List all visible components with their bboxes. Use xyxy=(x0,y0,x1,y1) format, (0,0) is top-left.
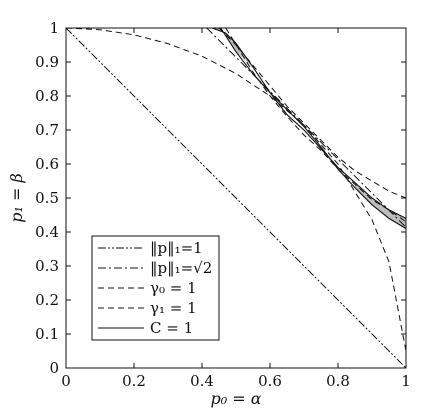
y-tick-label-0: 0 xyxy=(49,359,59,377)
y-tick-label-4: 0.4 xyxy=(35,223,59,241)
x-tick-label-0: 0 xyxy=(61,372,71,390)
legend-label-4: C = 1 xyxy=(150,319,193,337)
extra-curve-0 xyxy=(225,27,407,223)
y-tick-label-1: 0.1 xyxy=(35,325,59,343)
tick-labels: 0 0.2 0.4 0.6 0.8 1 0 0.1 0.2 0.3 0.4 0.5 0.6 0.7 0.8 0… xyxy=(35,19,411,390)
x-tick-label-5: 1 xyxy=(401,372,411,390)
series-line-3 xyxy=(218,27,407,199)
y-tick-label-5: 0.5 xyxy=(35,189,59,207)
legend-items: ‖p‖₁=1 ‖p‖₁=√2 γ₀ = 1 γ₁ = 1 C = 1 xyxy=(98,239,212,337)
series-line-0 xyxy=(65,27,407,369)
legend-label-1: ‖p‖₁=√2 xyxy=(150,259,212,277)
x-tick-label-3: 0.6 xyxy=(258,372,282,390)
legend-label-2: γ₀ = 1 xyxy=(150,279,197,297)
y-axis-label: p₁ = β xyxy=(7,173,26,222)
y-tick-label-8: 0.8 xyxy=(35,87,59,105)
series-line-2 xyxy=(65,27,407,352)
y-tick-label-9: 0.9 xyxy=(35,53,59,71)
legend-label-0: ‖p‖₁=1 xyxy=(150,239,203,257)
y-tick-label-7: 0.7 xyxy=(35,121,59,139)
legend: ‖p‖₁=1 ‖p‖₁=√2 γ₀ = 1 γ₁ = 1 C = 1 xyxy=(91,235,220,341)
y-tick-label-2: 0.2 xyxy=(35,291,59,309)
y-tick-label-10: 1 xyxy=(49,19,59,37)
x-axis-label: p₀ = α xyxy=(210,389,261,408)
x-tick-label-2: 0.4 xyxy=(190,372,214,390)
shaded-region-0 xyxy=(212,28,253,68)
series-line-4 xyxy=(212,27,407,219)
series-line-1 xyxy=(206,27,407,228)
curves xyxy=(65,27,407,369)
legend-label-3: γ₁ = 1 xyxy=(150,299,197,317)
y-tick-label-3: 0.3 xyxy=(35,257,59,275)
extra-curve-1 xyxy=(220,27,407,230)
ticks xyxy=(65,27,407,369)
x-tick-label-1: 0.2 xyxy=(122,372,146,390)
x-tick-label-4: 0.8 xyxy=(326,372,350,390)
y-tick-label-6: 0.6 xyxy=(35,155,59,173)
